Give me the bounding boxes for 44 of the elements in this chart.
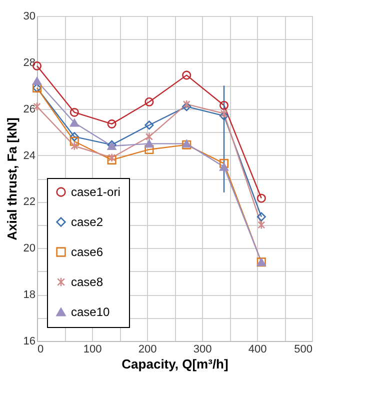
point xyxy=(144,140,154,148)
point xyxy=(182,100,190,109)
y-axis-title: Axial thrust, Fa [kN] xyxy=(4,118,20,240)
legend-label: case10 xyxy=(71,305,110,319)
point xyxy=(145,132,153,142)
x-axis-title: Capacity, Q[m³/h] xyxy=(122,356,228,372)
point xyxy=(182,70,192,80)
legend-label: case8 xyxy=(71,275,104,289)
point xyxy=(182,102,192,112)
x-tick-label: 500 xyxy=(294,344,312,356)
point xyxy=(219,158,229,168)
legend-label: case6 xyxy=(71,245,104,259)
legend-label: case1-ori xyxy=(71,185,120,199)
point xyxy=(70,132,79,142)
point xyxy=(219,162,229,171)
y-tick-label: 26 xyxy=(23,103,36,116)
x-tick-label: 100 xyxy=(83,344,102,356)
x-tick-label: 200 xyxy=(138,344,157,356)
point xyxy=(144,97,154,106)
point xyxy=(219,100,229,110)
point xyxy=(219,111,229,120)
point xyxy=(70,108,79,117)
y-tick-label: 18 xyxy=(23,289,36,302)
point xyxy=(258,220,266,230)
legend-label: case2 xyxy=(71,215,104,229)
y-tick-label: 24 xyxy=(23,150,36,162)
y-tick-label: 20 xyxy=(23,242,36,255)
point xyxy=(107,119,116,128)
x-tick-label: 300 xyxy=(193,344,212,356)
point xyxy=(70,141,78,151)
y-tick-label: 30 xyxy=(23,10,36,22)
x-tick-label: 0 xyxy=(38,344,44,356)
point xyxy=(144,144,154,154)
y-tick-label: 22 xyxy=(23,196,36,208)
point xyxy=(220,108,228,118)
point xyxy=(144,120,154,130)
x-tick-label: 400 xyxy=(248,344,267,356)
point xyxy=(256,212,266,222)
point xyxy=(256,194,266,203)
point xyxy=(32,76,42,86)
y-tick-label: 28 xyxy=(23,56,36,69)
y-tick-label: 16 xyxy=(23,336,36,348)
point xyxy=(70,136,79,146)
point xyxy=(70,118,79,127)
